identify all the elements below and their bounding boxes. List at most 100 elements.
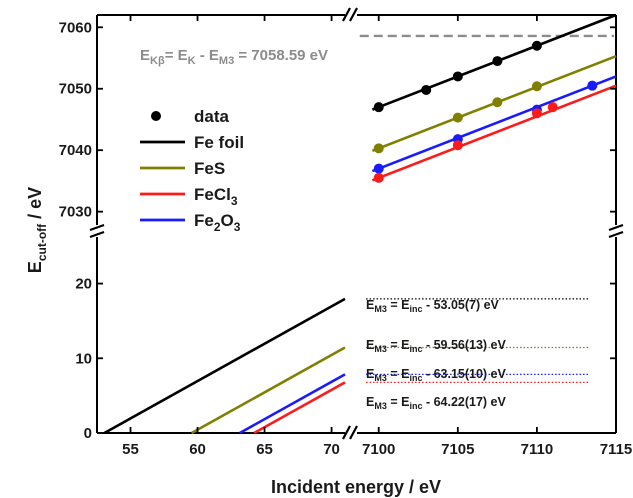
legend-marker-data (151, 111, 161, 121)
data-point-fes (452, 112, 463, 123)
fit-line-fecl3 (371, 84, 617, 182)
x-break-top-a (342, 7, 351, 22)
x-tick-label: 55 (122, 441, 139, 458)
kb-value: = 7058.59 eV (234, 47, 328, 64)
y-tick-label: 7050 (59, 81, 92, 98)
equation-fes: EM3 = Einc - 59.56(13) eV (366, 338, 507, 354)
data-point-fecl3 (452, 140, 463, 151)
legend-label-text: FeS (194, 159, 225, 178)
y-tick-label: 0 (84, 425, 92, 442)
kb-eq-ek: = E (165, 47, 188, 64)
x-axis-title: Incident energy / eV (271, 477, 441, 497)
equation-fe2o3: EM3 = Einc - 63.15(10) eV (366, 367, 507, 383)
equation-fecl3: EM3 = Einc - 64.22(17) eV (366, 395, 507, 411)
legend-label-0: data (194, 107, 230, 126)
data-point-fe-foil (531, 40, 542, 51)
data-point-fe2o3 (373, 163, 384, 174)
data-point-fes (531, 81, 542, 92)
eq-e: E (366, 298, 374, 312)
kb-sub-m3: M3 (219, 55, 234, 67)
x-break-bottom-b (349, 425, 358, 440)
ylabel-sub: cut-off (35, 223, 49, 261)
kbeta-annotation: EKβ= EK - EM3 = 7058.59 eV (140, 47, 328, 67)
x-break-top-b (349, 7, 358, 22)
data-point-fecl3 (373, 172, 384, 183)
y-tick-label: 7040 (59, 142, 92, 159)
eq-sub-inc: inc (409, 344, 422, 354)
y-break-left-a (89, 223, 105, 232)
data-point-fes (373, 143, 384, 154)
legend-label-1: Fe foil (194, 133, 244, 152)
m3-line-fe2o3 (239, 373, 346, 435)
kb-e: E (140, 47, 150, 64)
ylabel-unit: / eV (25, 187, 45, 224)
legend-label-2: FeS (194, 159, 225, 178)
legend-label-text2: O (221, 211, 234, 230)
data-point-fecl3 (547, 102, 558, 113)
x-break-bottom-a (342, 425, 351, 440)
eq-sub-inc: inc (409, 401, 422, 411)
y-axis-title: Ecut-off / eV (25, 187, 49, 273)
legend-label-text: data (194, 107, 230, 126)
eq-equals: = E (387, 367, 410, 381)
x-tick-label: 60 (189, 441, 206, 458)
ylabel-e: E (25, 261, 45, 273)
axis-breaks (89, 7, 624, 440)
data-point-fes (492, 97, 503, 108)
eq-sub-m3: M3 (374, 344, 387, 354)
kb-minus-e: - E (196, 47, 219, 64)
ticks-layer: 55 60 65 70 7100 7105 7110 7115 7030 7040 7050 7060… (59, 15, 632, 458)
legend-label-3: FeCl3 (194, 185, 238, 208)
legend-label-sub: 2 (214, 220, 221, 234)
fit-line-fe2o3 (371, 75, 617, 173)
eq-sub-inc: inc (409, 373, 422, 383)
y-tick-label: 10 (75, 350, 92, 367)
x-tick-label: 7105 (441, 441, 474, 458)
plot-frame (96, 14, 617, 434)
y-break-right-a (608, 223, 624, 232)
y-tick-label: 7060 (59, 19, 92, 36)
data-point-fe-foil (421, 84, 432, 95)
y-tick-label: 20 (75, 276, 92, 293)
eq-offset: - 64.22(17) eV (422, 395, 506, 409)
legend-label-text: Fe (194, 211, 214, 230)
eq-offset: - 63.15(10) eV (422, 367, 506, 381)
legend-label-4: Fe2O3 (194, 211, 241, 234)
x-tick-label: 7110 (521, 441, 554, 458)
data-point-fe-foil (452, 71, 463, 82)
data-points-layer (373, 40, 598, 183)
legend-label-text: FeCl (194, 185, 231, 204)
x-tick-label: 65 (256, 441, 273, 458)
eq-e: E (366, 338, 374, 352)
m3-line-fe-foil (103, 297, 346, 435)
legend-label-sub2: 3 (234, 220, 241, 234)
data-point-fe2o3 (587, 80, 598, 91)
eq-equals: = E (387, 338, 410, 352)
y-break-left-b (89, 230, 105, 239)
eq-e: E (366, 367, 374, 381)
y-tick-label: 7030 (59, 204, 92, 221)
eq-offset: - 53.05(7) eV (422, 298, 499, 312)
eq-sub-m3: M3 (374, 373, 387, 383)
x-tick-label: 70 (323, 441, 340, 458)
data-point-fe-foil (492, 56, 503, 67)
eq-e: E (366, 395, 374, 409)
x-tick-label: 7100 (362, 441, 395, 458)
eq-offset: - 59.56(13) eV (422, 338, 506, 352)
m3-line-fecl3 (253, 381, 346, 435)
eq-sub-m3: M3 (374, 401, 387, 411)
eq-equals: = E (387, 298, 410, 312)
data-point-fecl3 (531, 108, 542, 119)
kb-sub-kbeta: Kβ (150, 55, 165, 67)
kb-sub-k: K (188, 55, 196, 67)
legend-label-sub: 3 (231, 194, 238, 208)
series-layer (103, 13, 617, 435)
legend-label-text: Fe foil (194, 133, 244, 152)
eq-sub-inc: inc (409, 304, 422, 314)
y-break-right-b (608, 230, 624, 239)
eq-sub-m3: M3 (374, 304, 387, 314)
